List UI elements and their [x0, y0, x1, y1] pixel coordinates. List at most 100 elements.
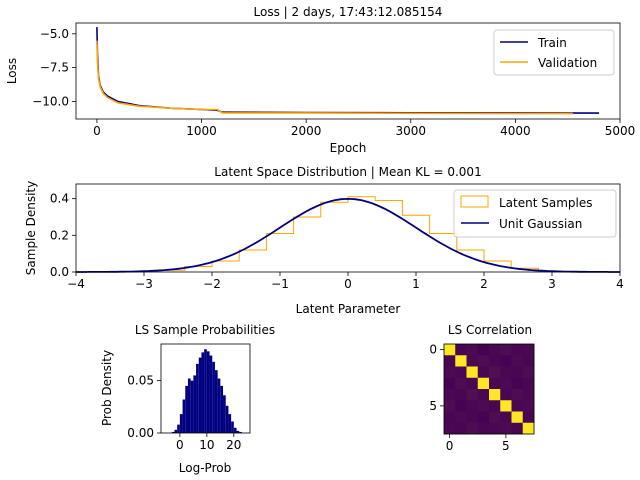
- ls-corr-cell: [500, 366, 512, 379]
- latent-y-tick-label: 0.4: [50, 192, 69, 206]
- latent-x-tick-label: 3: [548, 277, 556, 291]
- ls-prob-bar: [220, 385, 224, 433]
- legend-validation-label: Validation: [538, 56, 597, 70]
- ls-corr-cell: [522, 389, 535, 401]
- ls-corr-cell: [500, 422, 512, 435]
- ls-corr-cell: [466, 422, 479, 435]
- loss-x-tick-label: 1000: [186, 124, 217, 138]
- ls-corr-cell: [444, 400, 456, 412]
- latent-x-tick-label: −4: [67, 277, 85, 291]
- ls-corr-cell: [522, 422, 535, 435]
- ls-prob-bar: [223, 395, 226, 433]
- latent-x-tick-label: 2: [480, 277, 488, 291]
- legend-latent-samples-swatch: [460, 195, 489, 208]
- ls-prob-bar: [228, 414, 232, 433]
- ls-corr-cell: [489, 355, 501, 367]
- ls-prob-bar: [171, 431, 175, 433]
- ls-prob-plot-frame: [160, 343, 251, 434]
- latent-legend-box: [453, 189, 617, 238]
- ls-corr-cell: [511, 344, 524, 356]
- ls-corr-x-tick-label: 0: [446, 439, 454, 453]
- ls-corr-cell: [477, 411, 490, 424]
- ls-corr-cell: [477, 400, 490, 412]
- latent-x-tick-label: 0: [344, 277, 352, 291]
- ls-corr-title: LS Correlation: [448, 323, 532, 337]
- ls-corr-cell: [489, 344, 501, 356]
- ls-prob-bar: [177, 424, 180, 433]
- ls-prob-bar: [185, 385, 188, 433]
- ls-prob-title: LS Sample Probabilities: [135, 323, 275, 337]
- ls-corr-cell: [489, 389, 501, 401]
- loss-x-tick-label: 0: [93, 124, 101, 138]
- ls-corr-cell: [466, 377, 479, 390]
- latent-x-tick-label: 1: [412, 277, 420, 291]
- ls-prob-bar: [217, 378, 221, 433]
- ls-prob-bar: [201, 352, 205, 433]
- latent-x-axis-label: Latent Parameter: [296, 302, 401, 316]
- legend-latent-samples-label: Latent Samples: [499, 196, 593, 210]
- ls-prob-y-axis-label: Prob Density: [100, 350, 114, 426]
- ls-corr-cell: [444, 377, 456, 390]
- ls-corr-cell: [455, 355, 467, 367]
- ls-corr-cell: [522, 411, 535, 424]
- ls-corr-cell: [455, 422, 467, 435]
- loss-x-tick-label: 2000: [291, 124, 322, 138]
- ls-corr-cell: [511, 400, 524, 412]
- latent-x-tick-label: −2: [203, 277, 221, 291]
- ls-prob-bar: [231, 421, 234, 433]
- ls-corr-x-tick-label: 5: [502, 439, 510, 453]
- latent-x-tick-label: −1: [271, 277, 289, 291]
- ls-corr-cell: [466, 389, 479, 401]
- loss-y-axis-label: Loss: [5, 58, 19, 84]
- ls-corr-cell: [455, 366, 467, 379]
- latent-chart-title: Latent Space Distribution | Mean KL = 0.…: [214, 165, 481, 179]
- loss-plot-frame: [75, 22, 621, 120]
- ls-prob-bar: [214, 370, 218, 433]
- unit-gaussian-curve: [76, 197, 620, 273]
- ls-corr-cell: [455, 377, 467, 390]
- loss-y-tick-label: −10.0: [32, 94, 69, 108]
- ls-prob-y-tick-label: 0.00: [127, 426, 154, 440]
- ls-corr-cell: [522, 355, 535, 367]
- ls-corr-cell: [466, 400, 479, 412]
- ls-corr-cell: [500, 411, 512, 424]
- ls-corr-cell: [489, 411, 501, 424]
- legend-train-label: Train: [537, 36, 567, 50]
- ls-corr-cell: [511, 389, 524, 401]
- ls-corr-cell: [477, 344, 490, 356]
- ls-corr-cell: [489, 422, 501, 435]
- ls-corr-cell: [455, 389, 467, 401]
- ls-prob-bar: [233, 427, 237, 433]
- ls-corr-cell: [489, 377, 501, 390]
- ls-corr-cell: [511, 355, 524, 367]
- ls-corr-cell: [500, 400, 512, 412]
- ls-corr-cell: [455, 400, 467, 412]
- ls-corr-cell: [500, 389, 512, 401]
- ls-corr-cell: [511, 411, 524, 424]
- ls-corr-cell: [466, 411, 479, 424]
- ls-corr-cell: [511, 377, 524, 390]
- ls-corr-cell: [477, 422, 490, 435]
- ls-corr-cell: [522, 400, 535, 412]
- ls-prob-bar: [212, 361, 215, 433]
- ls-corr-cell: [466, 355, 479, 367]
- ls-corr-cell: [444, 344, 456, 356]
- latent-x-tick-label: −3: [135, 277, 153, 291]
- ls-prob-bar: [193, 375, 197, 433]
- ls-corr-cell: [455, 411, 467, 424]
- latent-y-tick-label: 0.2: [50, 228, 69, 242]
- ls-prob-bar: [174, 429, 178, 433]
- ls-prob-bar: [187, 378, 191, 433]
- ls-prob-bar: [239, 431, 242, 433]
- ls-corr-cell: [444, 366, 456, 379]
- ls-corr-cell: [500, 344, 512, 356]
- ls-corr-cell: [444, 355, 456, 367]
- loss-y-tick-label: −7.5: [40, 61, 69, 75]
- ls-prob-x-tick-label: 0: [176, 438, 184, 452]
- ls-corr-cell: [477, 366, 490, 379]
- ls-corr-cell: [444, 422, 456, 435]
- ls-corr-cell: [477, 389, 490, 401]
- latent-x-tick-label: 4: [616, 277, 624, 291]
- ls-corr-y-tick-label: 5: [429, 399, 437, 413]
- loss-series-validation: [96, 40, 573, 115]
